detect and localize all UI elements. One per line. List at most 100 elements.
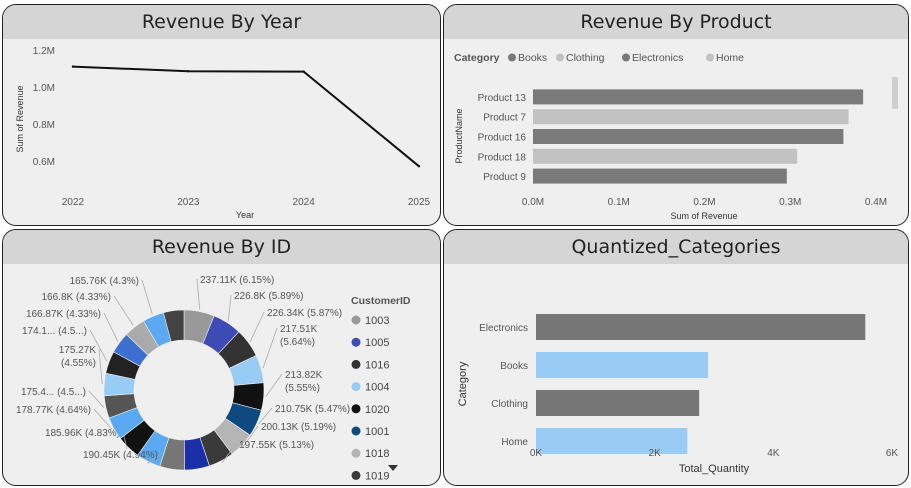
- legend-title: CustomerID: [351, 295, 411, 307]
- data-point: [71, 65, 75, 68]
- x-tick-label: 2022: [62, 197, 85, 208]
- x-axis-title: Year: [236, 210, 254, 220]
- legend-label: 1020: [365, 404, 389, 416]
- slice-label: 200.13K (5.19%): [261, 422, 336, 433]
- leader-line: [103, 312, 119, 342]
- product-bar: [533, 89, 864, 105]
- data-point: [302, 70, 305, 73]
- x-tick-label: 4K: [767, 448, 780, 459]
- y-tick-label: 1.2M: [33, 46, 55, 57]
- x-tick-label: 0K: [530, 448, 543, 459]
- x-axis-title: Sum of Revenue: [670, 211, 737, 221]
- x-tick-label: 2025: [408, 197, 431, 208]
- category-bar: [536, 390, 700, 416]
- y-tick-label: Clothing: [491, 399, 528, 410]
- revenue-by-product-panel: Revenue By Product Category Books Clothing…: [443, 4, 909, 226]
- y-tick-label: 0.6M: [33, 157, 55, 168]
- slice-label: 174.1... (4.5...): [22, 326, 87, 337]
- y-tick-label: Electronics: [479, 323, 528, 334]
- product-bar: [533, 168, 787, 184]
- leader-line: [88, 390, 105, 408]
- legend-label: 1001: [365, 426, 389, 438]
- product-bar: [533, 109, 849, 125]
- leader-line: [98, 348, 103, 385]
- slice-label: 185.96K (4.83%): [45, 428, 120, 439]
- donut-slice: [163, 309, 185, 343]
- leader-line: [221, 443, 237, 463]
- slice-label: 175.4... (4.5...): [21, 387, 86, 398]
- legend-marker: [351, 448, 361, 458]
- slice-label: 226.34K (5.87%): [267, 308, 342, 319]
- slice-label: 210.75K (5.47%): [275, 404, 350, 415]
- leader-line: [227, 294, 232, 322]
- leader-line: [93, 408, 113, 430]
- legend-label: 1018: [365, 448, 389, 460]
- legend-label: Home: [716, 52, 744, 64]
- revenue-by-product-chart[interactable]: Category Books Clothing Electronics Home Prod…: [444, 39, 909, 226]
- legend-marker: [622, 53, 630, 62]
- category-bar: [536, 428, 688, 454]
- leader-line: [147, 453, 162, 464]
- leader-line: [258, 407, 273, 425]
- leader-line: [242, 425, 259, 447]
- y-tick-label: Books: [500, 361, 528, 372]
- quantized-categories-panel: Quantized_Categories Electronics Books Clo…: [443, 229, 909, 486]
- x-tick-label: 6K: [886, 448, 899, 459]
- slice-label: 190.45K (4.94%): [83, 450, 158, 461]
- x-axis-title: Total_Quantity: [679, 463, 750, 475]
- revenue-by-year-chart[interactable]: 1.2M 1.0M 0.8M 0.6M 2022 2023 2024 2025 Year Sum …: [3, 39, 441, 226]
- leader-line: [265, 373, 283, 397]
- y-axis-title: Category: [457, 361, 469, 406]
- leader-line: [141, 279, 153, 315]
- legend-label: Electronics: [632, 52, 683, 64]
- y-axis-title: ProductName: [454, 108, 464, 163]
- legend-marker: [508, 53, 516, 62]
- revenue-by-id-chart[interactable]: 237.11K (6.15%) 226.8K (5.89%) 226.34K (5.…: [3, 264, 441, 486]
- leader-line: [196, 278, 201, 310]
- slice-label: 237.11K (6.15%): [200, 275, 274, 286]
- slice-label: 217.51K: [280, 324, 318, 335]
- x-tick-label: 0.2M: [693, 197, 715, 208]
- leader-line: [113, 295, 134, 326]
- slice-label: (5.64%): [280, 337, 315, 348]
- product-bar: [533, 129, 844, 144]
- legend-marker: [351, 404, 361, 414]
- legend-marker: [351, 315, 361, 325]
- slice-label: 197.55K (5.13%): [239, 440, 314, 451]
- slice-label: 175.27K: [59, 345, 97, 356]
- data-point: [187, 70, 190, 73]
- legend-marker: [351, 337, 361, 347]
- product-bar: [533, 148, 798, 164]
- legend-marker: [351, 382, 361, 392]
- y-tick-label: Product 9: [483, 172, 526, 183]
- legend-marker: [351, 359, 361, 369]
- x-tick-label: 2K: [649, 448, 662, 459]
- slice-label: 213.82K: [285, 370, 323, 381]
- legend-scroll-down-icon[interactable]: [388, 465, 398, 471]
- panel-title: Revenue By Product: [444, 5, 908, 39]
- x-tick-label: 0.1M: [608, 197, 630, 208]
- legend-marker: [556, 53, 564, 62]
- leader-line: [262, 327, 278, 369]
- slice-label: 166.8K (4.33%): [42, 292, 112, 303]
- legend-label: Books: [518, 52, 547, 64]
- leader-line: [89, 329, 108, 362]
- category-bar: [536, 314, 866, 340]
- legend-marker: [706, 53, 714, 62]
- scrollbar-thumb[interactable]: [892, 77, 898, 109]
- y-tick-label: Product 7: [483, 113, 526, 124]
- panel-title: Quantized_Categories: [444, 230, 908, 264]
- legend-label: 1003: [365, 315, 389, 327]
- y-tick-label: Product 18: [478, 152, 527, 163]
- y-tick-label: 1.0M: [33, 83, 55, 94]
- slice-label: (4.55%): [61, 358, 96, 369]
- panel-title: Revenue By Year: [3, 5, 440, 39]
- x-tick-label: 2023: [177, 197, 200, 208]
- x-tick-label: 0.4M: [865, 197, 887, 208]
- revenue-by-id-panel: Revenue By ID 237.11K (6.15%) 226.8K (5.8…: [2, 229, 441, 486]
- slice-label: 178.77K (4.64%): [16, 405, 91, 416]
- slice-label: 165.76K (4.3%): [70, 276, 140, 287]
- slice-label: 226.8K (5.89%): [234, 291, 304, 302]
- legend-label: 1004: [365, 382, 389, 394]
